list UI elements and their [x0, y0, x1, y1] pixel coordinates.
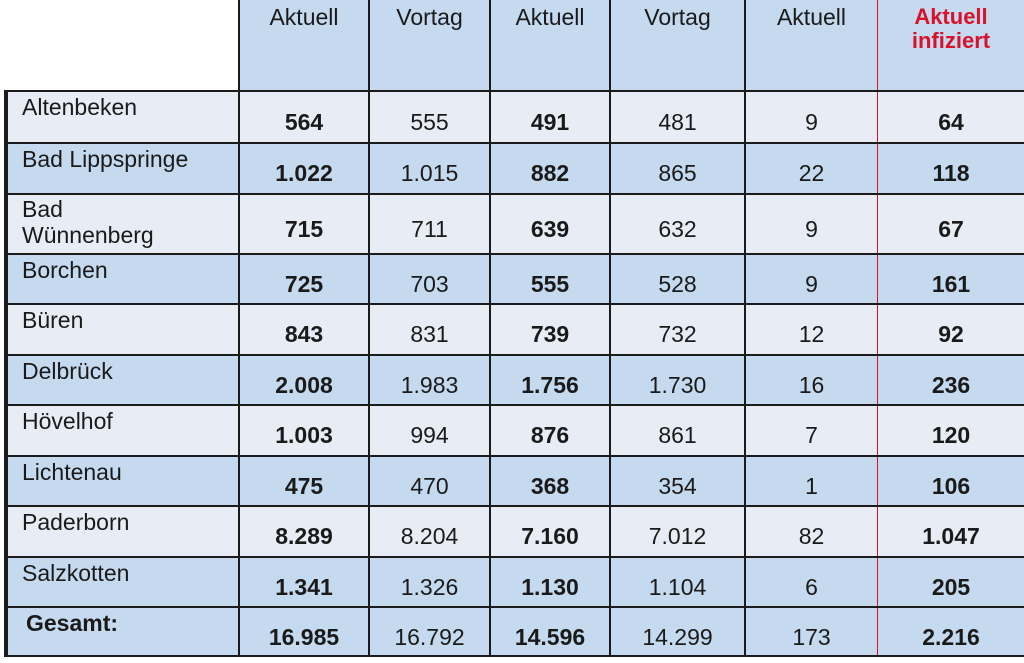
value-cell: 7.012: [609, 507, 744, 556]
table-row: Hövelhof 1.003 994 876 861 7 120: [6, 404, 1024, 455]
value-cell: 354: [609, 457, 744, 505]
value-cell: 6: [744, 558, 877, 606]
value-cell: 703: [368, 255, 489, 303]
table-row: Salzkotten 1.341 1.326 1.130 1.104 6 205: [6, 556, 1024, 606]
value-cell: 528: [609, 255, 744, 303]
table-row: Büren 843 831 739 732 12 92: [6, 303, 1024, 354]
value-cell: 1.730: [609, 356, 744, 404]
municipality-name: Altenbeken: [6, 92, 238, 142]
value-cell: 1.104: [609, 558, 744, 606]
value-cell: 632: [609, 195, 744, 253]
value-cell: 16.792: [368, 608, 489, 657]
value-cell: 994: [368, 406, 489, 455]
table-bottom-border: [6, 655, 1024, 657]
value-cell: 2.008: [238, 356, 368, 404]
value-cell: 236: [877, 356, 1024, 404]
value-cell: 1.341: [238, 558, 368, 606]
table-row: Bad Lippspringe 1.022 1.015 882 865 22 118: [6, 142, 1024, 193]
value-cell: 739: [489, 305, 609, 354]
column-header-5: Aktuell: [744, 0, 877, 90]
value-cell: 173: [744, 608, 877, 657]
value-cell: 725: [238, 255, 368, 303]
table-row: Paderborn 8.289 8.204 7.160 7.012 82 1.047: [6, 505, 1024, 556]
column-header-3: Aktuell: [489, 0, 609, 90]
municipality-name: Hövelhof: [6, 406, 238, 455]
column-header-6: Aktuell infiziert: [877, 0, 1024, 90]
value-cell: 475: [238, 457, 368, 505]
value-cell: 205: [877, 558, 1024, 606]
value-cell: 92: [877, 305, 1024, 354]
value-cell: 106: [877, 457, 1024, 505]
value-cell: 876: [489, 406, 609, 455]
value-cell: 16.985: [238, 608, 368, 657]
value-cell: 7.160: [489, 507, 609, 556]
value-cell: 64: [877, 92, 1024, 142]
value-cell: 470: [368, 457, 489, 505]
municipality-name: Delbrück: [6, 356, 238, 404]
column-header-4: Vortag: [609, 0, 744, 90]
municipality-name: Salzkotten: [6, 558, 238, 606]
table-row: Borchen 725 703 555 528 9 161: [6, 253, 1024, 303]
table-row: Bad Wünnenberg 715 711 639 632 9 67: [6, 193, 1024, 253]
value-cell: 8.289: [238, 507, 368, 556]
value-cell: 711: [368, 195, 489, 253]
value-cell: 555: [489, 255, 609, 303]
value-cell: 16: [744, 356, 877, 404]
value-cell: 2.216: [877, 608, 1024, 657]
value-cell: 9: [744, 255, 877, 303]
value-cell: 14.299: [609, 608, 744, 657]
value-cell: 1.015: [368, 144, 489, 193]
value-cell: 861: [609, 406, 744, 455]
value-cell: 1.003: [238, 406, 368, 455]
value-cell: 161: [877, 255, 1024, 303]
value-cell: 1: [744, 457, 877, 505]
value-cell: 865: [609, 144, 744, 193]
table-row: Delbrück 2.008 1.983 1.756 1.730 16 236: [6, 354, 1024, 404]
value-cell: 12: [744, 305, 877, 354]
value-cell: 564: [238, 92, 368, 142]
value-cell: 1.983: [368, 356, 489, 404]
value-cell: 368: [489, 457, 609, 505]
value-cell: 831: [368, 305, 489, 354]
value-cell: 1.130: [489, 558, 609, 606]
value-cell: 555: [368, 92, 489, 142]
municipality-name: Büren: [6, 305, 238, 354]
value-cell: 843: [238, 305, 368, 354]
value-cell: 120: [877, 406, 1024, 455]
value-cell: 9: [744, 92, 877, 142]
municipality-name: Bad Wünnenberg: [6, 195, 238, 253]
table-row: Lichtenau 475 470 368 354 1 106: [6, 455, 1024, 505]
value-cell: 22: [744, 144, 877, 193]
column-header-1: Aktuell: [238, 0, 368, 90]
value-cell: 882: [489, 144, 609, 193]
municipality-name: Lichtenau: [6, 457, 238, 505]
value-cell: 67: [877, 195, 1024, 253]
value-cell: 491: [489, 92, 609, 142]
total-label: Gesamt:: [6, 608, 238, 657]
value-cell: 8.204: [368, 507, 489, 556]
value-cell: 9: [744, 195, 877, 253]
column-header-2: Vortag: [368, 0, 489, 90]
value-cell: 1.047: [877, 507, 1024, 556]
municipality-name: Paderborn: [6, 507, 238, 556]
value-cell: 14.596: [489, 608, 609, 657]
value-cell: 82: [744, 507, 877, 556]
municipality-name: Borchen: [6, 255, 238, 303]
table-row: Altenbeken 564 555 491 481 9 64: [6, 90, 1024, 142]
value-cell: 481: [609, 92, 744, 142]
value-cell: 1.756: [489, 356, 609, 404]
value-cell: 639: [489, 195, 609, 253]
value-cell: 1.326: [368, 558, 489, 606]
value-cell: 118: [877, 144, 1024, 193]
total-row: Gesamt: 16.985 16.792 14.596 14.299 173 2.216: [6, 606, 1024, 657]
municipality-name: Bad Lippspringe: [6, 144, 238, 193]
value-cell: 7: [744, 406, 877, 455]
table-left-border: [4, 90, 6, 657]
value-cell: 1.022: [238, 144, 368, 193]
value-cell: 732: [609, 305, 744, 354]
value-cell: 715: [238, 195, 368, 253]
